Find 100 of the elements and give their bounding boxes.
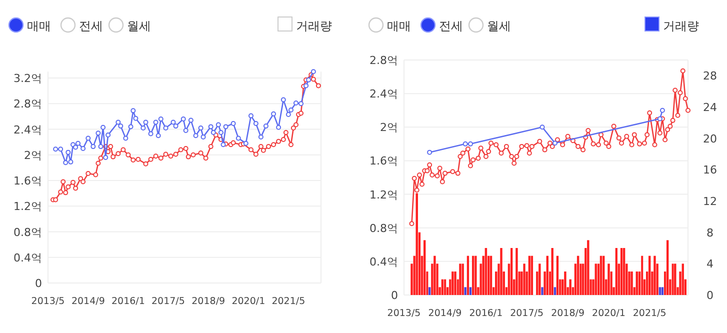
point — [223, 124, 228, 130]
bar — [587, 240, 590, 295]
point — [90, 144, 96, 150]
point — [100, 124, 106, 130]
bar — [556, 256, 559, 295]
bar — [682, 264, 684, 295]
bar — [554, 287, 556, 295]
point — [304, 83, 309, 88]
point — [230, 120, 236, 126]
bar — [444, 279, 446, 295]
text: 월세 — [127, 19, 151, 33]
point — [143, 120, 148, 125]
point — [657, 116, 662, 122]
point — [468, 141, 473, 146]
y-tick-label: 0 — [35, 277, 42, 290]
bar — [528, 256, 530, 295]
bar — [594, 264, 597, 295]
point — [170, 120, 176, 125]
point — [271, 111, 276, 116]
point — [73, 144, 78, 150]
x-tick-label: 2020/1 — [592, 308, 626, 319]
point — [163, 125, 168, 130]
bar — [569, 279, 572, 295]
bar — [602, 256, 605, 295]
bar — [538, 264, 541, 295]
y-tick-label: 0 — [391, 289, 398, 302]
x-tick-label: 2020/1 — [232, 296, 266, 307]
bar — [541, 287, 544, 295]
point — [103, 154, 108, 160]
y-tick-label: 1.2억 — [14, 200, 42, 214]
y-tick-label: 0.8억 — [370, 222, 398, 235]
bar — [636, 272, 638, 295]
text: 매매 — [27, 19, 51, 33]
point — [660, 108, 665, 113]
bar — [661, 287, 664, 295]
x-tick-label: 2013/5 — [387, 308, 421, 319]
y2-tick-label: 8 — [706, 226, 714, 240]
point — [288, 108, 294, 113]
y-tick-label: 3.2억 — [14, 72, 42, 86]
point — [98, 144, 104, 150]
x-tick-label: 2018/9 — [551, 308, 585, 319]
point — [200, 134, 206, 140]
y2-tick-label: 28 — [703, 70, 717, 83]
bar — [434, 256, 436, 295]
y2-tick-label: 0 — [706, 289, 714, 302]
point — [286, 112, 291, 118]
point — [298, 101, 304, 106]
point — [148, 131, 154, 136]
point — [68, 159, 74, 164]
bar — [630, 272, 633, 295]
bar — [490, 256, 492, 295]
bar — [530, 256, 534, 295]
point — [116, 120, 121, 125]
point — [253, 120, 258, 126]
point — [540, 124, 545, 130]
point — [220, 142, 226, 148]
bar — [474, 256, 477, 295]
bar — [469, 287, 472, 295]
text: 월세 — [487, 19, 511, 33]
bar — [620, 248, 623, 295]
x-tick-label: 2017/5 — [152, 296, 185, 307]
point — [180, 116, 186, 122]
bar — [672, 264, 674, 295]
y-tick-label: 2.4억 — [370, 88, 398, 101]
bar — [466, 256, 470, 295]
bar — [546, 256, 548, 295]
bar — [622, 248, 626, 295]
y-tick-label: 2.4억 — [14, 123, 42, 136]
point — [128, 124, 134, 130]
point — [552, 140, 558, 146]
bar — [510, 248, 513, 295]
bar — [648, 256, 651, 295]
y-tick-label: 2.8억 — [370, 54, 398, 67]
bar — [600, 256, 602, 295]
point — [153, 120, 158, 125]
x-tick-label: 2014/9 — [71, 296, 105, 307]
point — [173, 124, 178, 129]
y-tick-label: 0.8억 — [14, 226, 42, 239]
bar — [428, 287, 431, 295]
point — [80, 146, 86, 151]
point — [263, 124, 268, 129]
point — [248, 113, 254, 118]
y2-tick-label: 16 — [703, 164, 717, 177]
point — [218, 130, 224, 135]
text: 거래량 — [296, 19, 332, 33]
point — [243, 140, 248, 146]
bar — [523, 264, 526, 295]
y-tick-label: 0.4억 — [370, 255, 398, 268]
y-tick-label: 2.8억 — [14, 98, 42, 111]
point — [158, 116, 164, 122]
x-tick-label: 2018/9 — [192, 296, 226, 307]
point — [276, 124, 282, 130]
bar — [551, 248, 554, 295]
point — [63, 160, 68, 166]
point — [183, 128, 188, 134]
bar — [462, 264, 464, 295]
point — [53, 146, 58, 152]
bar — [576, 256, 580, 295]
point — [130, 108, 136, 114]
bar — [423, 240, 426, 295]
